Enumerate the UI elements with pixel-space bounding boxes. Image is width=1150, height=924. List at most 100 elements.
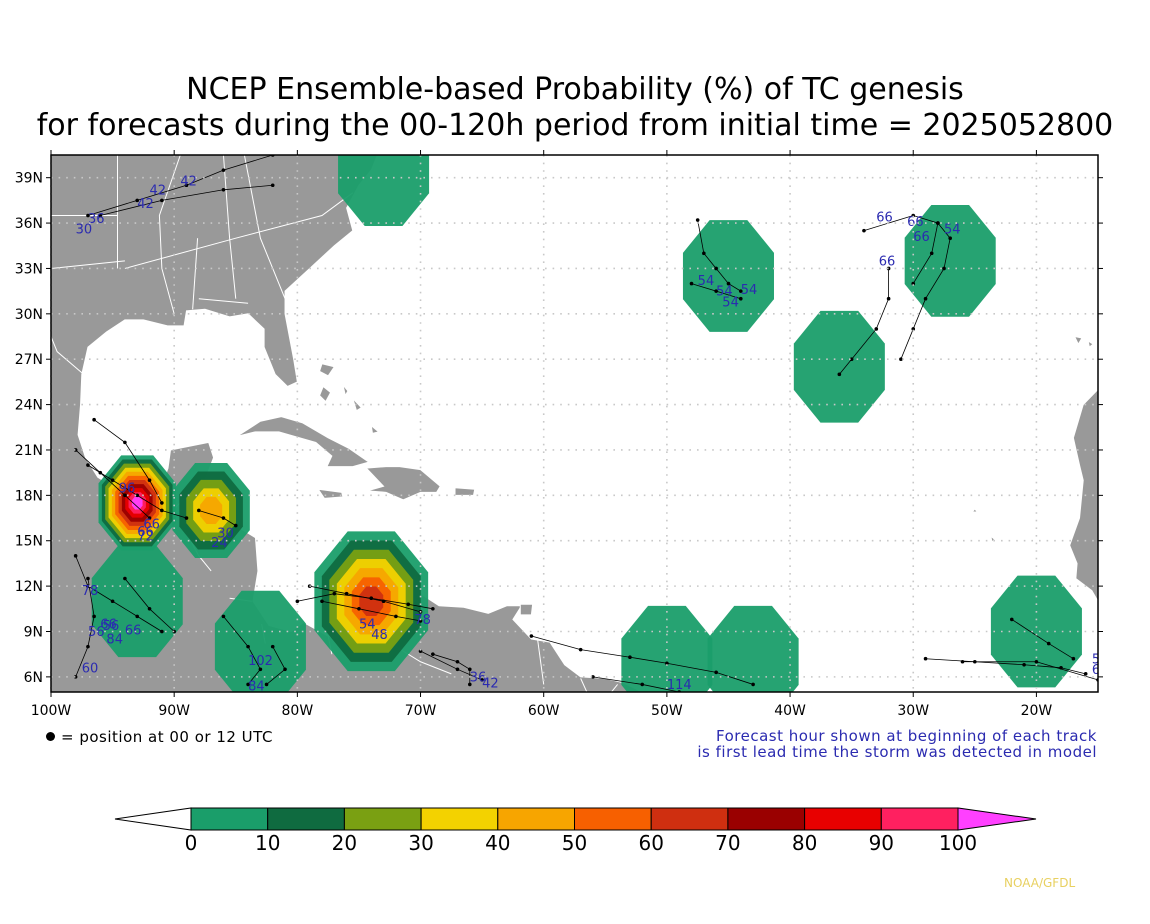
title-line-1: NCEP Ensemble-based Probability (%) of T… xyxy=(186,72,964,107)
track-point xyxy=(283,667,287,672)
track-label: 60 xyxy=(1092,663,1109,678)
land-mass xyxy=(318,385,332,403)
lon-label: 30W xyxy=(897,703,929,719)
track-point xyxy=(381,599,386,604)
track-point xyxy=(923,296,928,301)
land-mass xyxy=(1087,340,1094,349)
storm-track xyxy=(531,635,754,685)
storm-track xyxy=(75,578,95,678)
track-point xyxy=(160,629,164,634)
land-mass xyxy=(990,534,996,544)
track-label: 66 xyxy=(143,518,160,533)
track-label: 42 xyxy=(150,183,167,198)
track-label: 36 xyxy=(470,670,487,685)
border-line xyxy=(222,155,237,299)
track-point xyxy=(246,644,250,649)
track-label: 66 xyxy=(125,624,142,639)
land-mass xyxy=(236,416,370,468)
lon-label: 20W xyxy=(1021,703,1053,719)
track-point xyxy=(431,652,435,656)
track-point xyxy=(689,281,694,286)
track-label: 54 xyxy=(698,274,715,289)
track-label: 66 xyxy=(876,211,893,226)
credit-label: NOAA/GFDL xyxy=(1004,876,1076,890)
storm-track xyxy=(309,585,421,613)
track-point xyxy=(431,607,435,611)
track-point xyxy=(264,682,269,687)
land-mass xyxy=(352,398,363,412)
track-label: 114 xyxy=(667,678,692,693)
track-point xyxy=(1009,617,1014,622)
track-point xyxy=(92,614,96,619)
track-point xyxy=(1022,662,1026,667)
track-point xyxy=(135,493,140,498)
track-point xyxy=(332,591,337,596)
storm-track xyxy=(75,449,150,519)
land-mass xyxy=(519,603,534,616)
storm-track xyxy=(100,184,273,216)
track-point xyxy=(738,296,743,301)
track-label: 42 xyxy=(180,174,197,189)
track-label: 56 xyxy=(88,625,105,640)
track-point xyxy=(1034,659,1039,664)
track-point xyxy=(110,599,115,604)
border-line xyxy=(51,260,125,269)
lon-label: 90W xyxy=(158,703,190,719)
border-line xyxy=(580,678,588,692)
lat-label: 24N xyxy=(15,398,43,414)
probability-region xyxy=(338,155,430,227)
track-point xyxy=(73,675,78,679)
track-label: 66 xyxy=(879,254,896,269)
land-mass xyxy=(1073,335,1083,346)
track-label: 54 xyxy=(944,223,961,238)
border-line xyxy=(51,336,86,377)
track-point xyxy=(246,682,250,687)
lon-label: 50W xyxy=(651,703,683,719)
track-point xyxy=(98,470,103,475)
track-point xyxy=(160,508,164,513)
track-point xyxy=(702,251,706,256)
track-label: 66 xyxy=(100,617,117,632)
track-point xyxy=(455,659,460,664)
land-mass xyxy=(1069,155,1098,692)
track-point xyxy=(837,372,842,377)
probability-region xyxy=(200,496,223,525)
track-point xyxy=(738,289,743,293)
track-label: 54 xyxy=(716,285,733,300)
border-line xyxy=(243,155,286,299)
track-label: 60 xyxy=(82,661,99,676)
track-label: 84 xyxy=(106,633,123,648)
track-point xyxy=(73,448,78,452)
axis-layer: 39N 36N 33N 30N 27N 24N 21N 18N 15N 12N 9N 6N 100W 90… xyxy=(15,150,1103,719)
probability-regions xyxy=(91,155,1082,692)
track-point xyxy=(394,614,398,619)
track-point xyxy=(258,667,263,672)
storm-track xyxy=(321,600,421,622)
border-line xyxy=(192,238,199,310)
track-point xyxy=(221,614,226,619)
track-label: 78 xyxy=(414,613,431,628)
map-frame xyxy=(50,154,1099,693)
track-point xyxy=(197,508,201,513)
land-mass xyxy=(370,424,380,434)
track-point xyxy=(911,327,916,331)
track-point xyxy=(295,599,300,604)
land-mass xyxy=(342,384,349,397)
track-point xyxy=(591,675,595,679)
track-point xyxy=(480,678,484,682)
track-label: 36 xyxy=(88,212,105,227)
track-point xyxy=(418,619,423,623)
track-label: 96 xyxy=(119,481,136,496)
track-point xyxy=(1071,656,1076,661)
lat-label: 9N xyxy=(24,624,43,640)
track-point xyxy=(98,213,103,218)
track-point xyxy=(270,644,275,649)
track-label: 54 xyxy=(1092,652,1109,667)
lon-label: 40W xyxy=(774,703,806,719)
track-point xyxy=(184,183,189,188)
lon-label: 80W xyxy=(282,703,314,719)
track-point xyxy=(455,667,460,672)
track-label: 54 xyxy=(741,283,758,298)
probability-region xyxy=(707,605,799,692)
